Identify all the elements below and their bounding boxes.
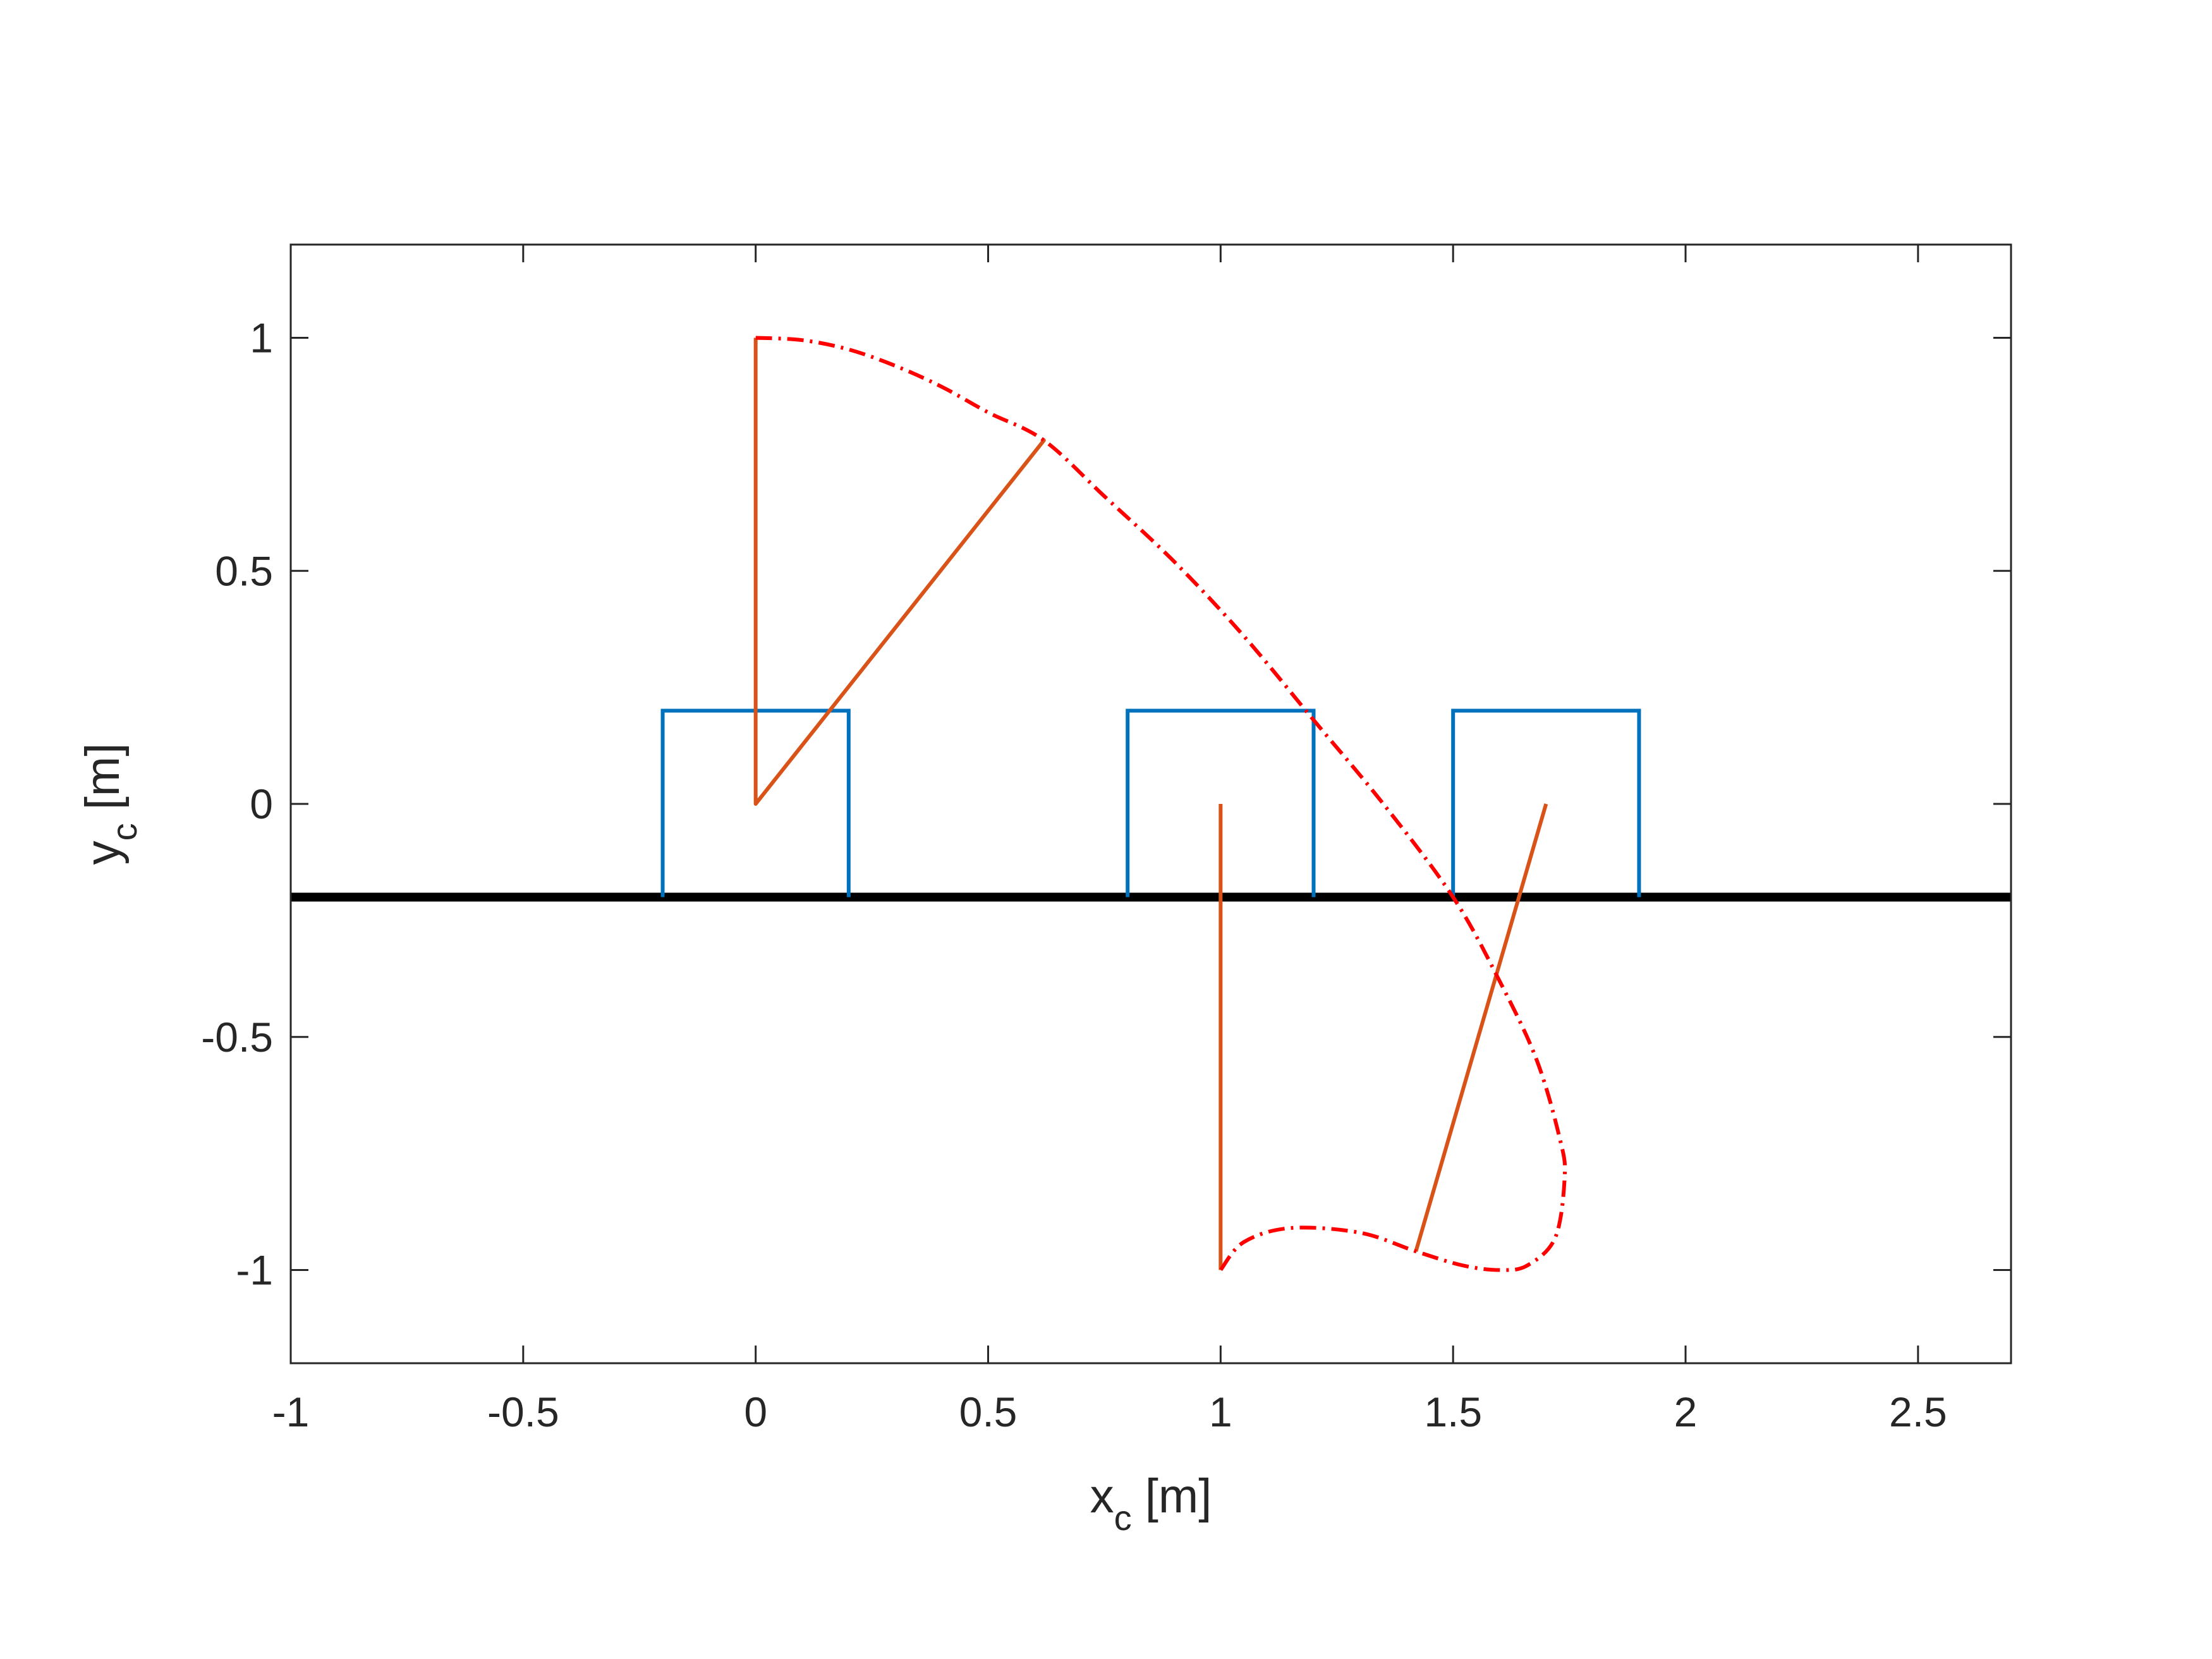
axes: -1 -0.5 0 0.5 1 1.5 2 2.5 -1 -0.5 0 0.5 1: [201, 243, 2012, 1435]
pendulum-rod-1: [753, 337, 1046, 806]
plot-area: [291, 336, 2011, 1272]
x-axis-label-subscript: c: [1114, 1498, 1132, 1538]
y-tick-label: -0.5: [201, 1014, 273, 1060]
pendulum-rod-3: [1414, 803, 1548, 1252]
y-axis-label-unit-space: [76, 810, 130, 823]
x-tick-label: 1: [1209, 1389, 1232, 1435]
y-tick-label: 0.5: [215, 547, 273, 594]
x-axis-label-unit: [m]: [1145, 1469, 1212, 1523]
x-tick-label: -0.5: [487, 1389, 559, 1435]
cart-outline-3: [1451, 708, 1641, 897]
x-tick-label: 1.5: [1424, 1389, 1482, 1435]
x-axis-label: xc [m]: [1090, 1469, 1212, 1538]
x-axis-label-unit-space: [1132, 1469, 1145, 1523]
y-tick-label: -1: [236, 1247, 273, 1294]
x-tick-label: -1: [272, 1389, 310, 1435]
y-axis-label-unit: [m]: [76, 743, 130, 810]
x-tick-label: 0: [744, 1389, 767, 1435]
cart-outline-2: [1126, 708, 1316, 897]
y-axis-label: yc [m]: [76, 743, 144, 865]
y-tick-label: 0: [250, 781, 273, 827]
x-tick-label: 0.5: [959, 1389, 1018, 1435]
y-axis-label-main: y: [76, 841, 130, 865]
x-axis-label-main: x: [1090, 1469, 1114, 1523]
y-tick-label: 1: [250, 315, 273, 362]
axis-labels: xc [m] yc [m]: [76, 743, 1212, 1538]
tip-trajectory-line: [755, 336, 1567, 1272]
x-tick-label: 2: [1674, 1389, 1698, 1435]
y-axis-label-subscript: c: [104, 823, 144, 841]
x-tick-label: 2.5: [1889, 1389, 1947, 1435]
